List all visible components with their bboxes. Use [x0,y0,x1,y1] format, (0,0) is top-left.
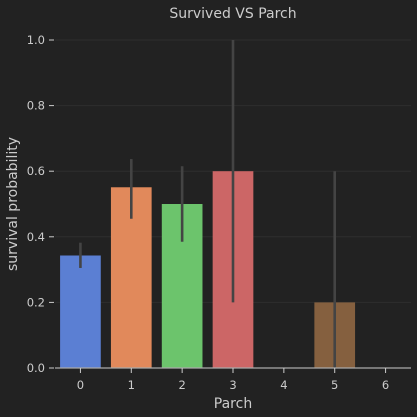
y-tick-label: 1.0 [27,33,45,47]
bars [60,171,356,368]
x-tick-label: 5 [331,378,338,392]
y-axis-label: survival probability [5,137,21,271]
x-tick-label: 2 [178,378,185,392]
x-axis-ticks: 0 1 2 3 4 5 6 [77,368,389,392]
y-tick-label: 0.0 [27,361,45,375]
error-bars [79,40,337,368]
y-tick-label: 0.2 [27,295,45,309]
x-tick-label: 6 [382,378,389,392]
y-axis-ticks: 0.0 0.2 0.4 0.6 0.8 1.0 [27,33,54,375]
x-axis-label: Parch [214,396,252,412]
chart-title: Survived VS Parch [169,6,296,22]
y-tick-label: 0.8 [27,99,45,113]
y-tick-label: 0.4 [27,230,45,244]
bar [60,255,101,368]
x-tick-label: 0 [77,378,84,392]
y-tick-label: 0.6 [27,164,45,178]
x-tick-label: 3 [229,378,236,392]
x-tick-label: 1 [128,378,135,392]
x-tick-label: 4 [280,378,287,392]
